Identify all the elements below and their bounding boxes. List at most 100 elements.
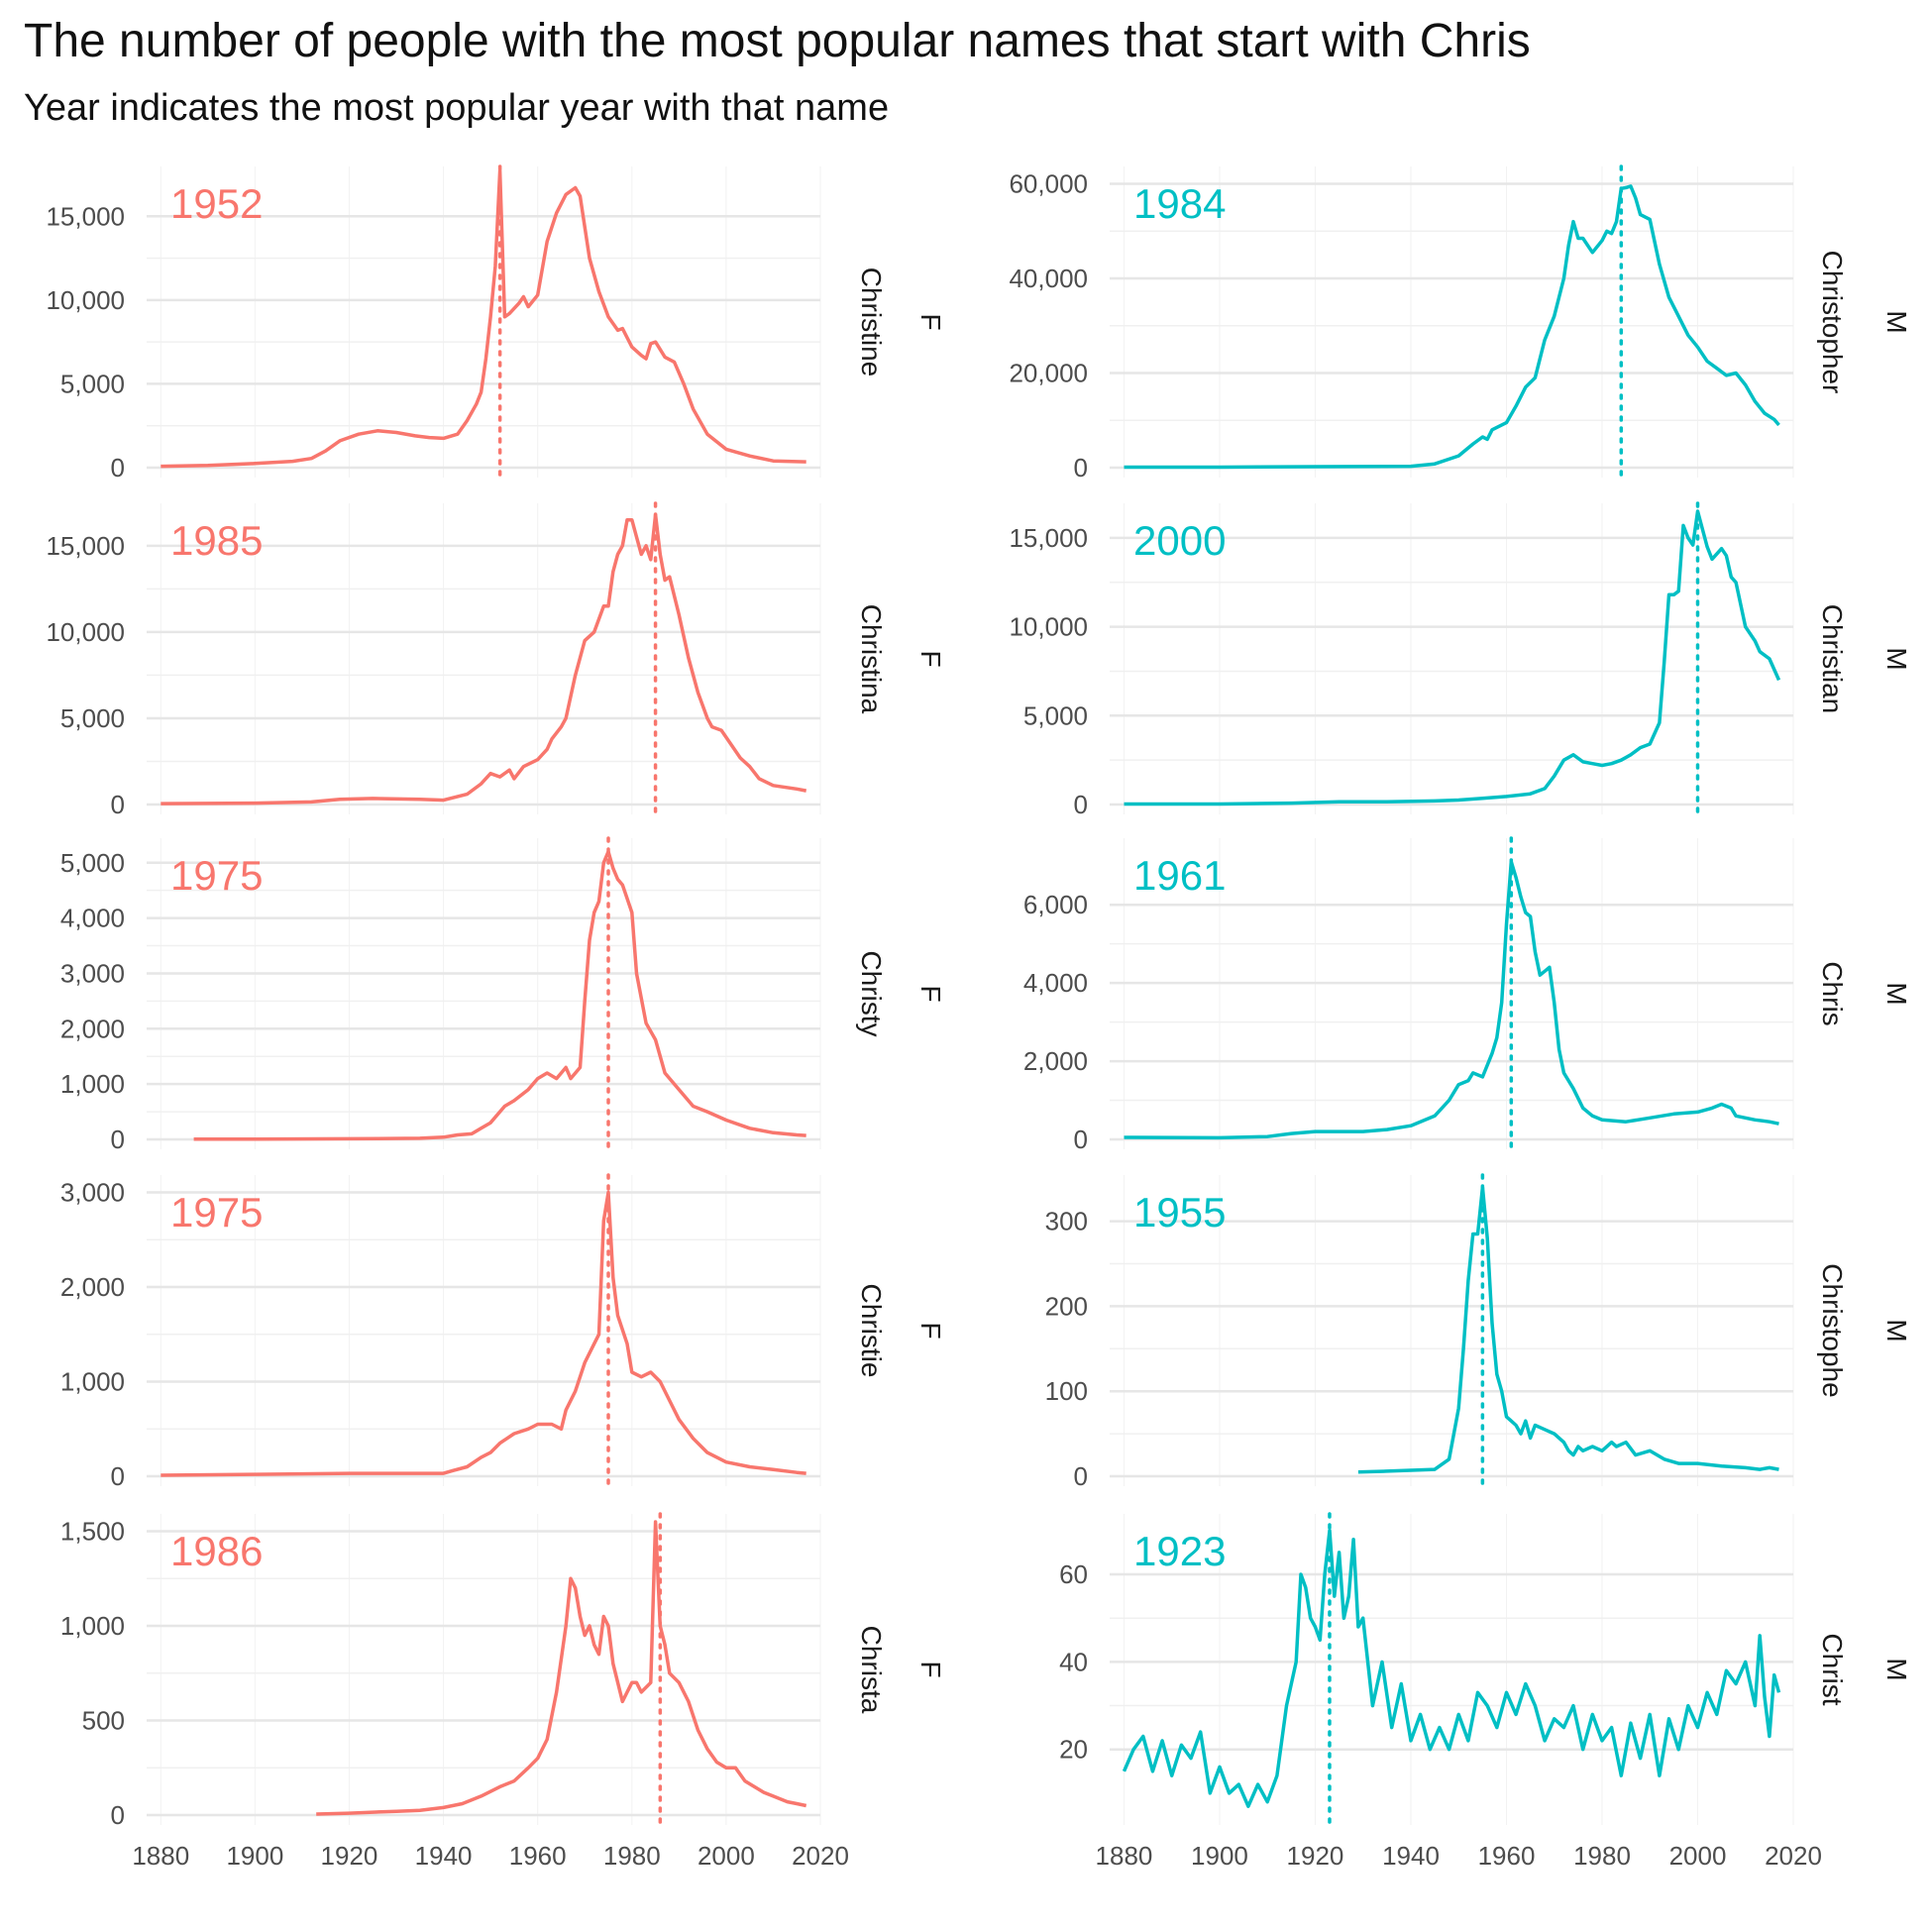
facet-name-label: Christophe [1817,1263,1848,1397]
peak-year-label: 1986 [170,1528,263,1574]
peak-year-label: 1975 [170,1189,263,1235]
series-line-christa [316,1520,807,1816]
facet-name-label: Christian [1817,604,1848,713]
y-tick-label: 0 [111,790,125,819]
facet-sex-label: M [1881,310,1912,333]
y-tick-label: 60,000 [1009,169,1088,199]
x-tick-label: 1940 [415,1841,473,1871]
y-tick-label: 0 [111,1125,125,1154]
x-tick-label: 2020 [1765,1841,1822,1871]
y-tick-label: 40,000 [1009,264,1088,293]
peak-year-label: 1923 [1133,1528,1226,1574]
series-line-christina [161,512,807,805]
facet-name-label: Christa [856,1626,887,1714]
x-tick-label: 1980 [1573,1841,1631,1871]
y-tick-label: 3,000 [60,958,125,988]
peak-year-label: 1955 [1133,1189,1226,1235]
y-tick-label: 0 [1074,453,1088,483]
facet-sex-label: F [915,650,946,667]
x-tick-label: 1920 [321,1841,378,1871]
y-tick-label: 0 [111,1461,125,1491]
x-tick-label: 1920 [1287,1841,1344,1871]
y-tick-label: 1,000 [60,1069,125,1099]
y-tick-label: 20,000 [1009,359,1088,388]
y-tick-label: 10,000 [46,285,125,315]
y-tick-label: 2,000 [60,1272,125,1302]
peak-year-label: 1984 [1133,180,1226,227]
facet-name-label: Christie [856,1284,887,1378]
y-tick-label: 15,000 [46,201,125,231]
y-tick-label: 1,000 [60,1611,125,1641]
peak-year-label: 1975 [170,852,263,899]
y-tick-label: 2,000 [60,1014,125,1043]
x-tick-label: 1900 [226,1841,283,1871]
series-line-christopher [1124,184,1780,470]
y-tick-label: 10,000 [1009,612,1088,642]
y-tick-label: 5,000 [1023,700,1088,730]
y-tick-label: 4,000 [60,904,125,933]
chart-subtitle: Year indicates the most popular year wit… [24,87,890,129]
facet-name-label: Chris [1817,961,1848,1025]
facet-sex-label: M [1881,1658,1912,1680]
y-tick-label: 0 [1074,790,1088,819]
y-tick-label: 15,000 [46,531,125,561]
series-line-christian [1124,509,1781,806]
y-tick-label: 0 [111,1800,125,1830]
facet-name-label: Christina [856,604,887,714]
series-line-christy [193,849,806,1141]
x-tick-label: 1940 [1382,1841,1440,1871]
y-tick-label: 0 [1074,1461,1088,1491]
x-tick-label: 1980 [603,1841,661,1871]
facet-name-label: Christ [1817,1633,1848,1705]
y-tick-label: 200 [1045,1291,1088,1321]
peak-year-label: 1985 [170,517,263,564]
y-tick-label: 500 [82,1706,125,1736]
y-tick-label: 1,000 [60,1367,125,1397]
facet-name-label: Christy [856,950,887,1036]
facet-sex-label: M [1881,982,1912,1005]
y-tick-label: 100 [1045,1376,1088,1406]
y-tick-label: 3,000 [60,1178,125,1208]
y-tick-label: 300 [1045,1207,1088,1236]
y-tick-label: 40 [1059,1647,1088,1676]
y-tick-label: 5,000 [60,369,125,398]
y-tick-label: 4,000 [1023,968,1088,998]
y-tick-label: 0 [111,453,125,483]
y-tick-label: 5,000 [60,848,125,878]
peak-year-label: 1961 [1133,852,1226,899]
peak-year-label: 2000 [1133,517,1226,564]
facet-sex-label: F [915,1322,946,1339]
facet-name-label: Christine [856,268,887,376]
x-tick-label: 1900 [1191,1841,1248,1871]
facet-sex-label: M [1881,647,1912,670]
y-tick-label: 15,000 [1009,523,1088,553]
facet-sex-label: F [915,985,946,1002]
x-tick-label: 1960 [1478,1841,1536,1871]
x-tick-label: 1880 [132,1841,189,1871]
x-tick-label: 2000 [698,1841,755,1871]
y-tick-label: 1,500 [60,1517,125,1547]
x-tick-label: 2000 [1669,1841,1727,1871]
y-tick-label: 2,000 [1023,1046,1088,1076]
facet-name-label: Christopher [1817,251,1848,394]
series-line-christophe [1357,1185,1779,1474]
y-tick-label: 5,000 [60,703,125,733]
y-tick-label: 60 [1059,1559,1088,1589]
facet-sex-label: M [1881,1319,1912,1342]
series-line-christie [161,1190,806,1477]
series-line-chris [1124,860,1779,1140]
y-tick-label: 0 [1074,1125,1088,1154]
facet-sex-label: F [915,1661,946,1677]
series-line-christine [161,168,806,469]
facet-sex-label: F [915,313,946,330]
series-line-christ [1122,1529,1781,1808]
chart-title: The number of people with the most popul… [24,15,1531,67]
y-tick-label: 20 [1059,1735,1088,1765]
x-tick-label: 1880 [1096,1841,1153,1871]
x-tick-label: 2020 [792,1841,849,1871]
y-tick-label: 6,000 [1023,890,1088,919]
y-tick-label: 10,000 [46,617,125,647]
peak-year-label: 1952 [170,180,263,227]
x-tick-label: 1960 [509,1841,567,1871]
